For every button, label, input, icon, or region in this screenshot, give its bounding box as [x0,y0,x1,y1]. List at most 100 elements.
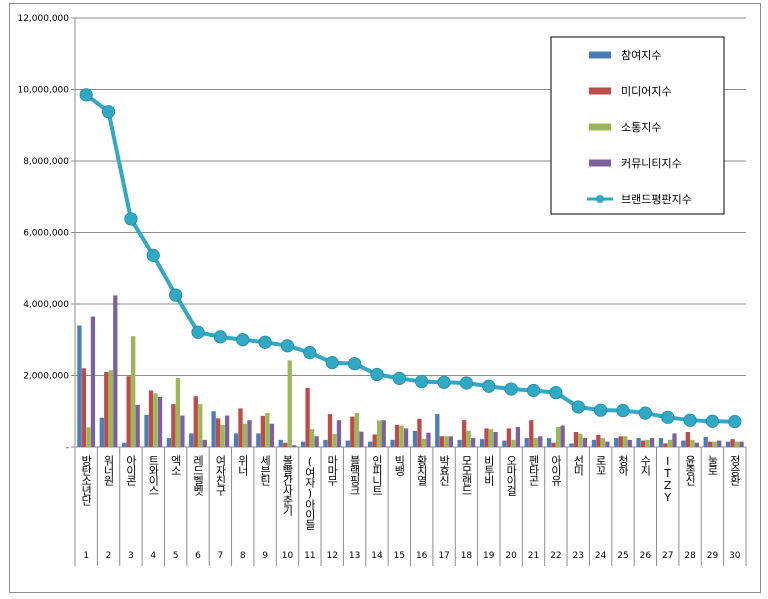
rank-label: 18 [461,551,473,561]
bar-3 [533,438,538,447]
rank-label: 29 [707,551,719,561]
rank-label: 20 [505,551,517,561]
bar-2 [663,443,668,447]
rank-label: 7 [218,551,224,561]
bar-4 [113,295,118,447]
category-label: 엑소 [169,455,182,475]
reputation-point [79,88,93,102]
category-label: 정승환 [728,455,741,486]
bar-2 [506,428,512,447]
bar-3 [399,425,404,447]
reputation-point [392,371,406,385]
category-label: 위너 [236,455,249,476]
bar-1 [233,433,239,447]
bar-1 [189,433,194,447]
bar-3 [578,433,583,447]
category-label: 박효신 [438,455,451,486]
reputation-point [191,325,205,339]
x-axis: 방탄소년단 워너원 아이콘 트와이스 엑소 레드벨벳 여자친구 위너 세븐틴 볼빨간사춘기 (여자)… [74,447,747,566]
rank-label: 19 [483,551,495,561]
reputation-point [101,105,116,119]
reputation-point [616,403,630,418]
bar-3 [309,429,315,447]
legend-label: 미디어지수 [621,85,672,98]
bar-4 [426,432,431,447]
rank-label: 16 [416,551,428,561]
y-tick-label: 10,000,000 [17,86,69,96]
y-axis-ticks: - 2,000,000 4,000,000 6,000,000 8,000,000 10,… [17,14,75,453]
bar-1 [278,439,283,447]
reputation-point [683,413,697,427]
rank-label: 17 [438,551,449,561]
reputation-point [415,374,429,389]
legend-swatch [589,159,611,167]
bar-3 [131,336,136,447]
bar-2 [126,376,131,447]
rank-label: 23 [573,551,584,561]
bar-2 [394,424,400,447]
bar-4 [672,433,677,447]
bar-2 [618,436,623,447]
bar-4 [269,423,275,447]
category-label: 여자친구 [214,455,227,496]
legend-swatch-marker [596,195,604,203]
bar-3 [600,438,606,447]
bar-4 [515,426,521,447]
bar-3 [734,441,740,447]
category-label: 선미 [572,455,585,476]
bar-2 [193,396,198,447]
bar-3 [86,427,91,447]
bar-4 [403,428,409,447]
bar-2 [484,428,489,447]
rank-label: 11 [304,551,315,561]
rank-label: 10 [282,551,294,561]
bar-2 [238,408,243,447]
category-label: (여자)아이들 [303,455,316,530]
bars [77,295,744,447]
reputation-point [124,212,138,226]
category-label: ITZY [661,455,674,503]
bar-2 [730,439,735,447]
rank-label: 15 [394,551,405,561]
legend-box [550,36,725,215]
bar-1 [614,438,619,447]
category-label: 수지 [639,455,652,476]
bar-1 [569,443,574,447]
rank-label: 9 [262,551,268,561]
reputation-point [280,339,295,353]
bar-1 [122,442,127,447]
reputation-point [303,346,317,360]
bar-1 [144,414,149,447]
category-label: 오마이걸 [505,455,518,496]
reputation-point [482,379,496,393]
bar-4 [493,431,498,447]
bar-1 [323,439,328,447]
rank-label: 5 [173,551,179,561]
bar-1 [546,438,552,447]
rank-label: 28 [684,551,696,561]
bar-1 [658,438,664,447]
rank-label: 14 [371,551,383,561]
bar-1 [99,417,104,447]
category-label: 레드벨벳 [192,455,205,496]
bar-2 [708,441,713,447]
bar-4 [717,440,722,447]
bar-2 [596,434,601,447]
bar-3 [354,413,359,447]
legend-swatch [589,87,611,95]
y-tick-label: 12,000,000 [17,14,69,24]
bar-4 [336,420,342,447]
rank-label: 8 [240,551,246,561]
rank-label: 1 [83,551,89,561]
bar-4 [582,438,588,447]
y-tick-label: - [66,443,69,453]
bar-4 [560,425,565,447]
category-label: 비투비 [482,455,495,486]
category-label: 아이콘 [124,455,137,486]
bar-2 [573,431,579,447]
reputation-line [79,88,742,429]
bar-1 [300,441,306,447]
y-tick-label: 2,000,000 [23,372,69,382]
bar-1 [211,411,216,447]
